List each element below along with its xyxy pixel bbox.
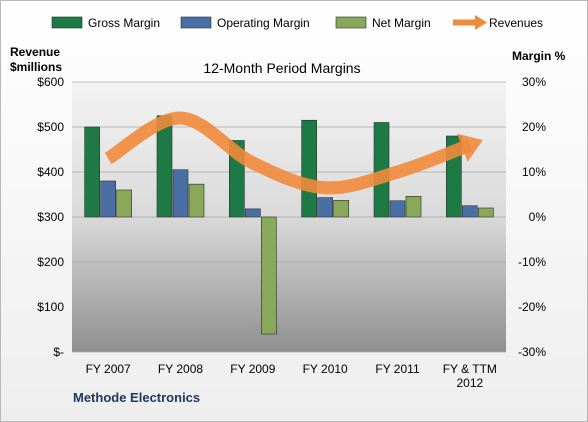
legend-label: Gross Margin — [88, 16, 160, 30]
legend-label: Operating Margin — [217, 16, 310, 30]
left-tick-label: $300 — [37, 210, 64, 224]
left-axis-label-line2: $millions — [10, 60, 62, 74]
bar-net-margin — [333, 200, 349, 218]
right-tick-label: -10% — [518, 255, 546, 269]
category-label: 2012 — [456, 376, 483, 390]
bar-marks — [84, 115, 494, 335]
right-axis-label: Margin % — [512, 49, 566, 63]
axis-labels: $- -30% $100 -20% $200 -10% $300 0% $400 10% $500 2… — [37, 75, 546, 390]
category-label: FY & TTM — [443, 362, 497, 376]
left-tick-label: $400 — [37, 165, 64, 179]
left-tick-label: $100 — [37, 300, 64, 314]
legend-arrow — [475, 15, 487, 30]
right-tick-label: 0% — [529, 210, 547, 224]
bar-net-margin — [405, 196, 422, 218]
bar-net-margin — [478, 207, 494, 218]
bar-net-margin — [261, 216, 277, 335]
bar-net-margin — [116, 189, 132, 218]
bar-operating-margin — [245, 208, 261, 218]
right-tick-label: -20% — [518, 300, 546, 314]
bar-operating-margin — [462, 205, 478, 218]
category-label: FY 2007 — [86, 362, 131, 376]
bar-net-margin — [188, 183, 205, 218]
legend-label: Revenues — [489, 16, 543, 30]
bar-gross-margin — [301, 119, 317, 218]
bar-operating-margin — [172, 169, 189, 218]
bar-gross-margin — [84, 126, 100, 218]
revenue-arrowhead — [457, 133, 483, 162]
legend: Gross Margin Operating Margin Net Margin Re… — [51, 15, 543, 30]
legend-swatch — [335, 16, 367, 29]
company-name: Methode Electronics — [73, 390, 200, 405]
left-axis-label-line1: Revenue — [10, 45, 60, 59]
category-label: FY 2009 — [230, 362, 275, 376]
bar-operating-margin — [100, 180, 116, 218]
bar-operating-margin — [389, 200, 406, 218]
bar-operating-margin — [317, 197, 333, 218]
category-label: FY 2011 — [375, 362, 420, 376]
revenue-series-line — [104, 111, 473, 195]
right-tick-label: 30% — [522, 75, 546, 89]
right-tick-label: 20% — [522, 120, 546, 134]
legend-swatch — [51, 16, 83, 29]
legend-swatch — [180, 16, 212, 29]
category-label: FY 2008 — [158, 362, 203, 376]
left-tick-label: $600 — [37, 75, 64, 89]
right-tick-label: 10% — [522, 165, 546, 179]
right-tick-label: -30% — [518, 345, 546, 359]
chart-title: 12-Month Period Margins — [203, 60, 360, 76]
revenue-line — [104, 111, 483, 195]
left-tick-label: $200 — [37, 255, 64, 269]
left-tick-label: $500 — [37, 120, 64, 134]
left-tick-label: $- — [53, 345, 64, 359]
legend-label: Net Margin — [372, 16, 431, 30]
category-label: FY 2010 — [303, 362, 348, 376]
